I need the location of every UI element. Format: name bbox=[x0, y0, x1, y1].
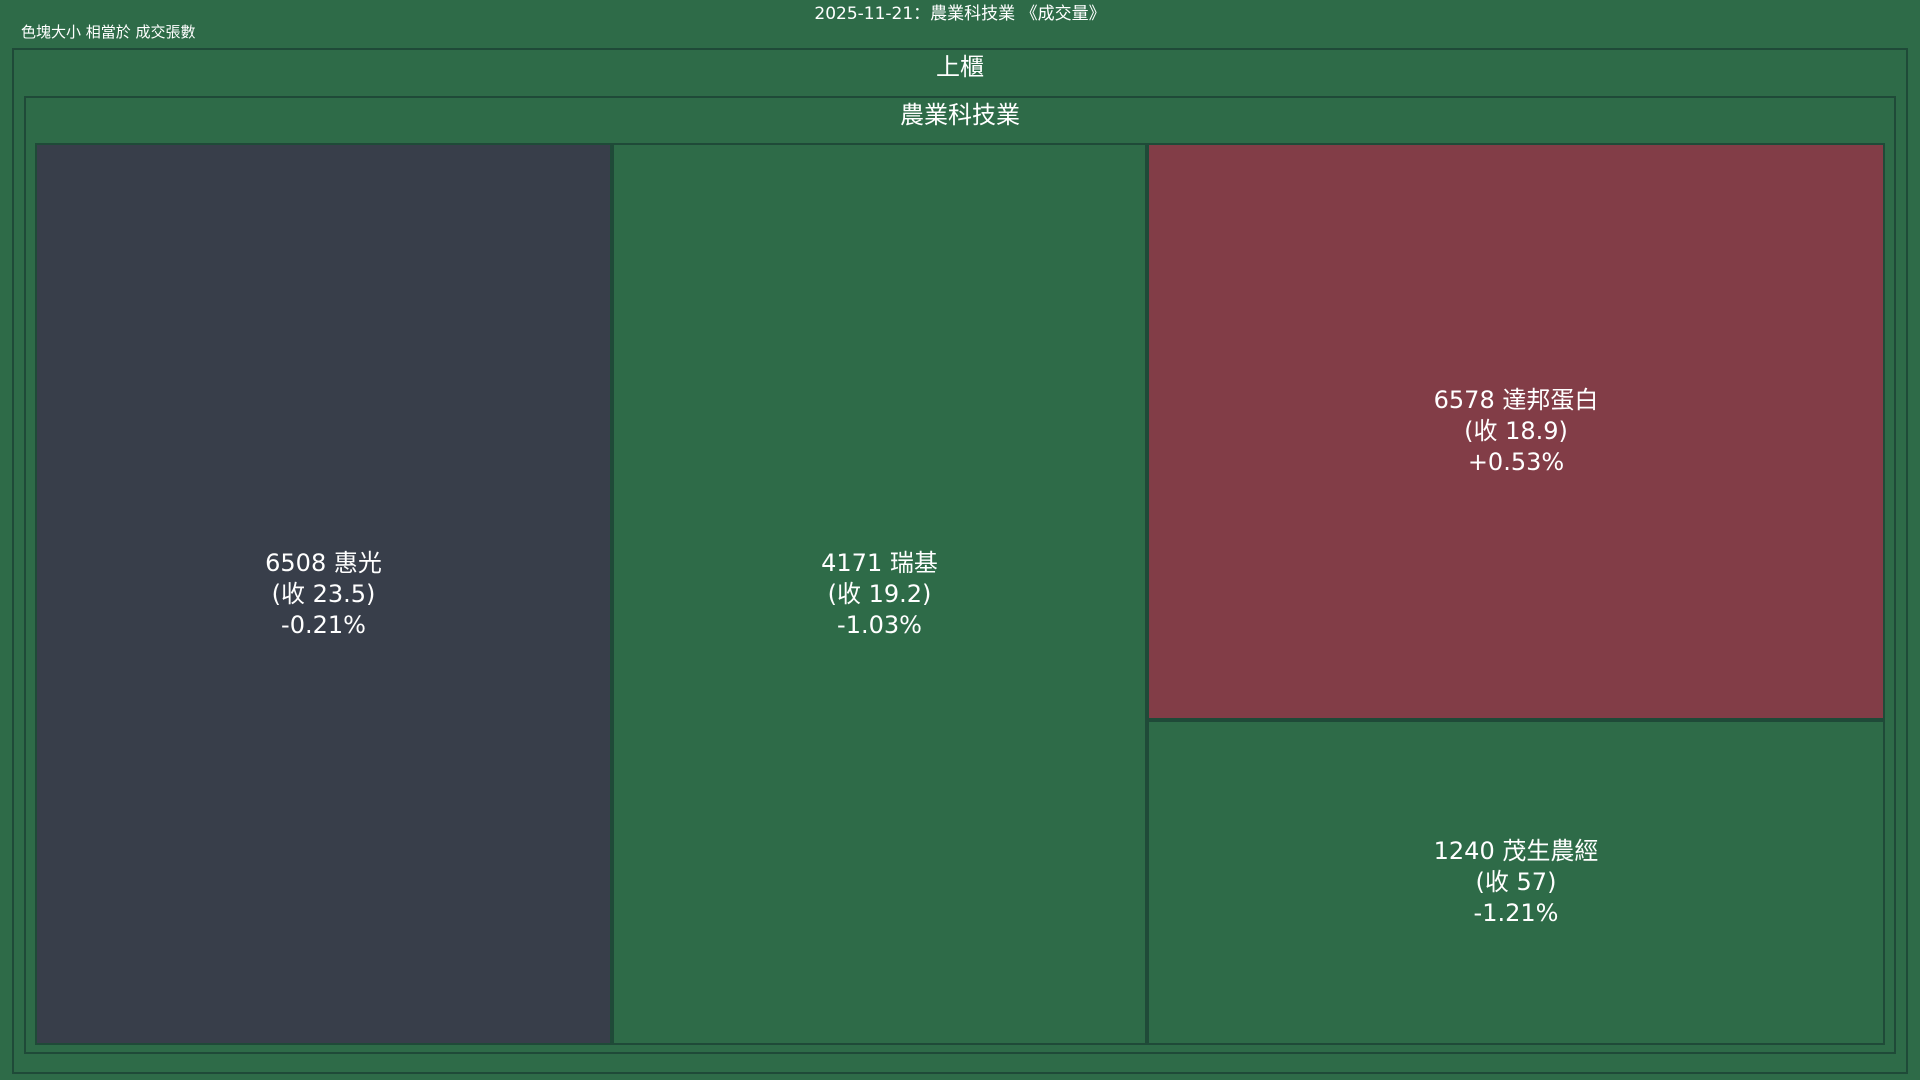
stock-change-percent: +0.53% bbox=[1467, 448, 1565, 476]
size-legend-caption: 色塊大小 相當於 成交張數 bbox=[21, 23, 196, 41]
sector-group-label: 農業科技業 bbox=[900, 101, 1020, 129]
stock-change-percent: -1.03% bbox=[837, 610, 922, 639]
stock-tile[interactable]: 6508 惠光 (收 23.5) -0.21% bbox=[35, 143, 612, 1045]
stock-tile[interactable]: 6578 達邦蛋白 (收 18.9) +0.53% bbox=[1147, 143, 1885, 720]
stock-close-price: (收 18.9) bbox=[1464, 417, 1568, 445]
market-group-label: 上櫃 bbox=[936, 53, 984, 81]
stock-tile[interactable]: 1240 茂生農經 (收 57) -1.21% bbox=[1147, 720, 1885, 1045]
chart-title: 2025-11-21：農業科技業 《成交量》 bbox=[814, 4, 1106, 24]
stock-code-name: 1240 茂生農經 bbox=[1433, 837, 1599, 865]
stock-code-name: 6578 達邦蛋白 bbox=[1433, 386, 1599, 414]
stock-code-name: 4171 瑞基 bbox=[821, 548, 938, 577]
stock-change-percent: -1.21% bbox=[1473, 899, 1559, 927]
stock-tile-label: 4171 瑞基 (收 19.2) -1.03% bbox=[821, 548, 938, 641]
stock-close-price: (收 57) bbox=[1475, 868, 1557, 896]
stock-tile-label: 6578 達邦蛋白 (收 18.9) +0.53% bbox=[1434, 385, 1599, 478]
stock-change-percent: -0.21% bbox=[281, 610, 366, 639]
stock-tile[interactable]: 4171 瑞基 (收 19.2) -1.03% bbox=[612, 143, 1147, 1045]
stock-tile-label: 6508 惠光 (收 23.5) -0.21% bbox=[265, 548, 382, 641]
stock-tile-label: 1240 茂生農經 (收 57) -1.21% bbox=[1434, 836, 1599, 929]
stock-close-price: (收 23.5) bbox=[271, 579, 376, 608]
stock-close-price: (收 19.2) bbox=[827, 579, 932, 608]
stock-code-name: 6508 惠光 bbox=[265, 548, 382, 577]
